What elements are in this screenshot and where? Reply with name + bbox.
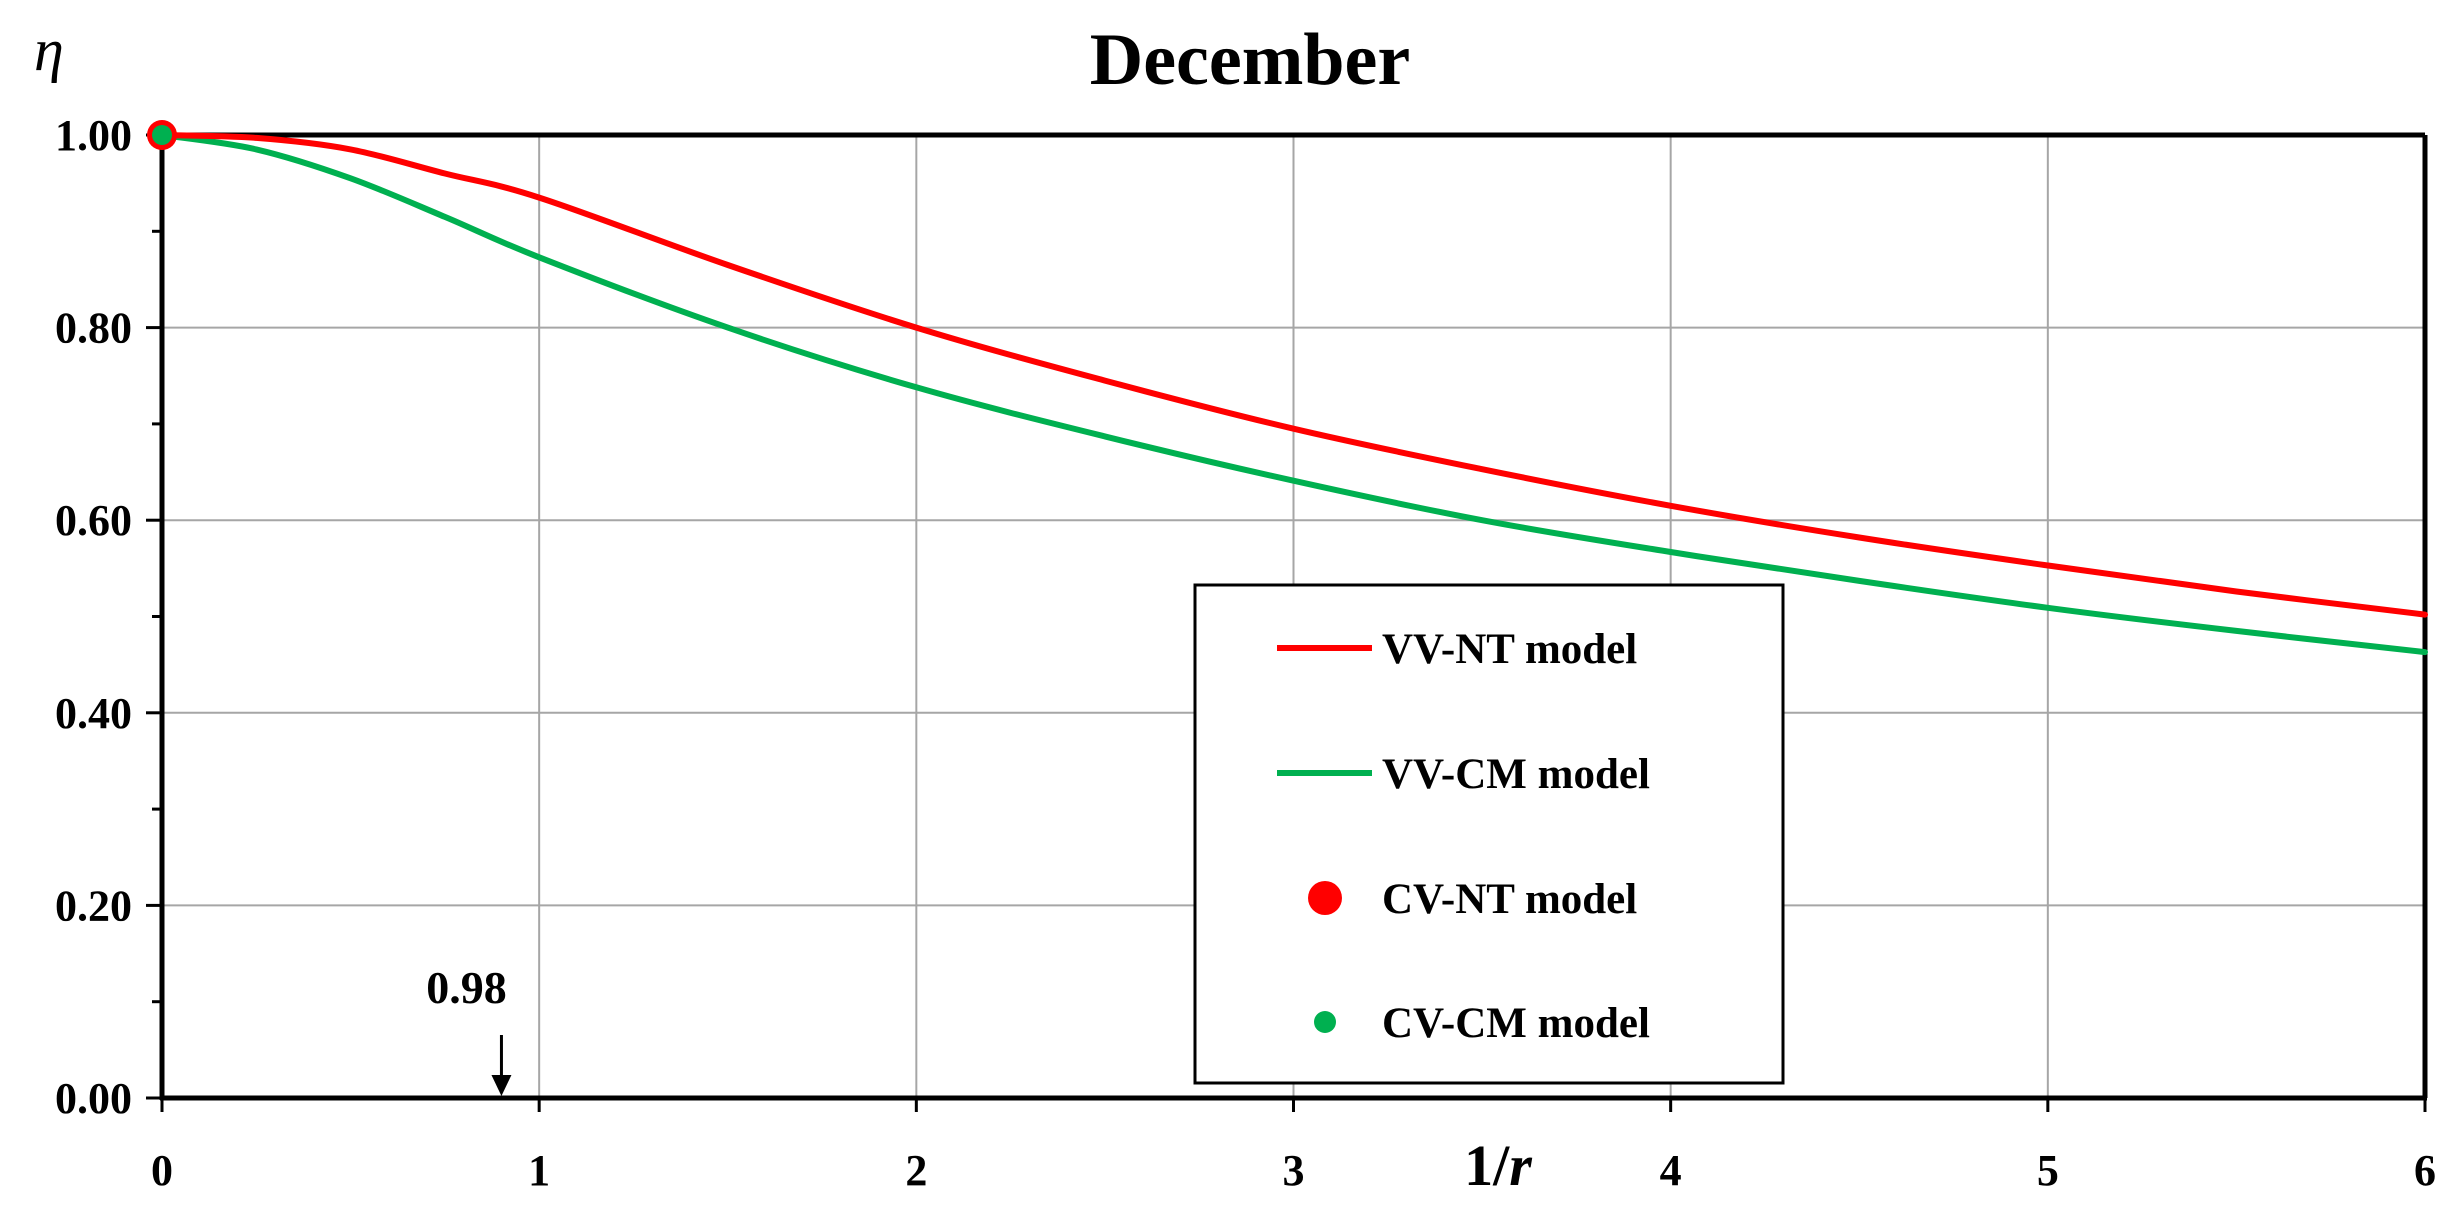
cv-cm-model-point bbox=[152, 125, 172, 145]
y-tick-label: 0.40 bbox=[55, 689, 132, 738]
legend-label-cv-nt-model: CV-NT model bbox=[1382, 876, 1637, 923]
y-axis-label: η bbox=[34, 17, 64, 83]
x-tick-label: 3 bbox=[1283, 1146, 1305, 1195]
annotation-label: 0.98 bbox=[426, 962, 507, 1013]
vv-nt-model-line bbox=[159, 132, 2428, 618]
x-tick-labels: 0 1 2 3 4 5 6 bbox=[151, 1146, 2436, 1195]
legend-label-cv-cm-model: CV-CM model bbox=[1382, 1000, 1650, 1047]
x-tick-label: 5 bbox=[2037, 1146, 2059, 1195]
legend-swatch-cv-cm-model bbox=[1314, 1011, 1336, 1033]
y-tick-label: 0.00 bbox=[55, 1074, 132, 1123]
y-tick-label: 0.60 bbox=[55, 496, 132, 545]
x-tick-label: 6 bbox=[2414, 1146, 2436, 1195]
series-layer bbox=[147, 120, 2428, 656]
annotation-arrow-head bbox=[491, 1075, 512, 1096]
x-axis-label: 1/r bbox=[1464, 1133, 1532, 1198]
x-tick-label: 0 bbox=[151, 1146, 173, 1195]
y-tick-label: 0.80 bbox=[55, 304, 132, 353]
legend-label-vv-cm-model: VV-CM model bbox=[1382, 751, 1650, 798]
x-tick-label: 2 bbox=[905, 1146, 927, 1195]
annotation-layer: 0.98 bbox=[426, 962, 512, 1096]
legend-label-vv-nt-model: VV-NT model bbox=[1382, 626, 1637, 673]
chart-title: December bbox=[1090, 19, 1410, 101]
y-tick-label: 1.00 bbox=[55, 111, 132, 160]
x-tick-label: 1 bbox=[528, 1146, 550, 1195]
legend-swatch-cv-nt-model bbox=[1308, 881, 1342, 915]
y-tick-labels: 0.00 0.20 0.40 0.60 0.80 1.00 bbox=[55, 111, 132, 1123]
legend-box bbox=[1193, 583, 1785, 1085]
vv-cm-model-line bbox=[159, 132, 2428, 656]
y-tick-label: 0.20 bbox=[55, 881, 132, 930]
legend: VV-NT model VV-CM model CV-NT model CV-CM m… bbox=[1193, 583, 1785, 1085]
x-tick-label: 4 bbox=[1660, 1146, 1682, 1195]
